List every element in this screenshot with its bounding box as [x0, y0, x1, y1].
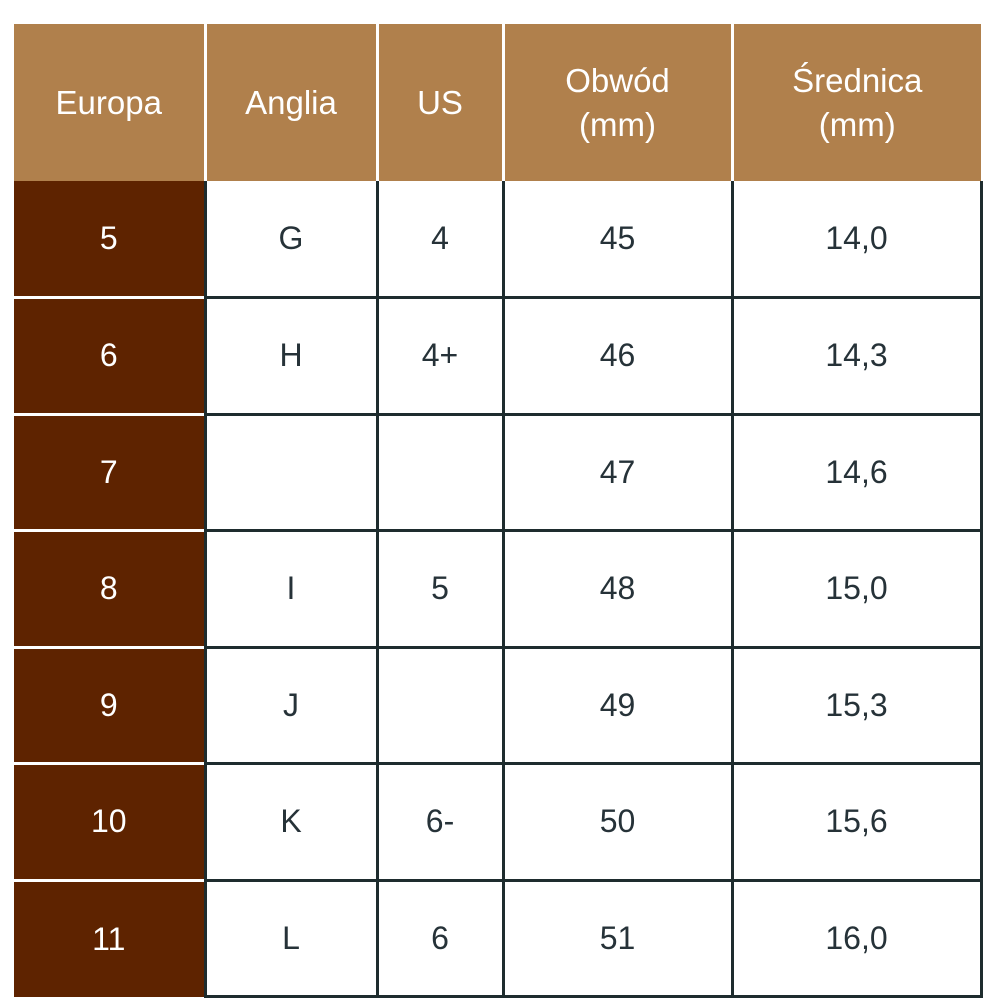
cell-srednica: 15,0: [730, 530, 983, 649]
cell-us: 6: [375, 880, 503, 998]
cell-obwod: 47: [501, 414, 732, 532]
cell-us: 4+: [375, 297, 503, 416]
cell-europa: 7: [14, 412, 205, 531]
table-row: 5 G 4 45 14,0: [14, 181, 983, 299]
cell-obwod: 51: [501, 880, 732, 998]
header-europa: Europa: [14, 24, 205, 181]
table-row: 7 47 14,6: [14, 412, 983, 532]
cell-us: [375, 647, 503, 765]
cell-us: 4: [375, 181, 503, 299]
cell-obwod: 49: [501, 647, 732, 765]
cell-europa: 10: [14, 762, 205, 880]
header-obwod: Obwód (mm): [501, 24, 732, 181]
cell-srednica: 14,6: [730, 414, 983, 532]
cell-europa: 5: [14, 181, 205, 298]
table-row: 11 L 6 51 16,0: [14, 878, 983, 998]
table-row: 6 H 4+ 46 14,3: [14, 296, 983, 416]
cell-obwod: 48: [501, 530, 732, 649]
header-srednica-label: Średnica: [792, 61, 923, 99]
cell-anglia: G: [203, 181, 377, 299]
cell-anglia: [203, 414, 377, 532]
cell-us: 6-: [375, 763, 503, 882]
header-srednica-unit: (mm): [818, 105, 896, 143]
header-us-label: US: [417, 83, 463, 121]
cell-srednica: 16,0: [730, 880, 983, 998]
cell-srednica: 15,6: [730, 763, 983, 882]
cell-srednica: 15,3: [730, 647, 983, 765]
cell-obwod: 45: [501, 181, 732, 299]
cell-us: 5: [375, 530, 503, 649]
cell-europa: 8: [14, 529, 205, 647]
cell-obwod: 50: [501, 763, 732, 882]
cell-europa: 6: [14, 296, 205, 414]
cell-srednica: 14,0: [730, 181, 983, 299]
table-header: Europa Anglia US Obwód (mm) Średnica (mm…: [14, 24, 981, 181]
cell-anglia: J: [203, 647, 377, 765]
header-obwod-label: Obwód: [565, 61, 670, 99]
header-anglia-label: Anglia: [245, 83, 337, 121]
header-anglia: Anglia: [203, 24, 377, 181]
cell-anglia: H: [203, 297, 377, 416]
header-us: US: [375, 24, 503, 181]
cell-srednica: 14,3: [730, 297, 983, 416]
ring-size-table: Europa Anglia US Obwód (mm) Średnica (mm…: [14, 24, 983, 998]
cell-anglia: I: [203, 530, 377, 649]
header-row: Europa Anglia US Obwód (mm) Średnica (mm…: [14, 24, 981, 181]
header-obwod-unit: (mm): [579, 105, 656, 143]
cell-anglia: L: [203, 880, 377, 998]
table-row: 10 K 6- 50 15,6: [14, 762, 983, 882]
header-srednica: Średnica (mm): [730, 24, 981, 181]
table-body: 5 G 4 45 14,0 6 H 4+ 46 14,3 7 47 14,6 8 I 5 48 15,0 9 J 49 1…: [14, 181, 983, 998]
cell-us: [375, 414, 503, 532]
table-row: 9 J 49 15,3: [14, 645, 983, 765]
header-europa-label: Europa: [55, 83, 162, 121]
cell-europa: 9: [14, 645, 205, 764]
cell-obwod: 46: [501, 297, 732, 416]
cell-europa: 11: [14, 878, 205, 997]
table-row: 8 I 5 48 15,0: [14, 529, 983, 649]
cell-anglia: K: [203, 763, 377, 882]
